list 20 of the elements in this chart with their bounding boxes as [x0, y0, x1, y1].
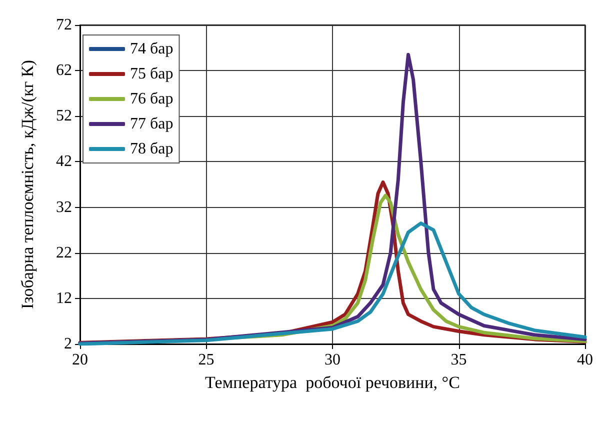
legend-label: 76 бар: [130, 90, 174, 108]
legend-label: 78 бар: [130, 140, 174, 158]
legend-label: 77 бар: [130, 116, 174, 132]
y-tick-label: 72: [56, 16, 72, 34]
x-tick-label: 20: [72, 352, 88, 368]
y-tick-label: 2: [64, 336, 72, 352]
legend-label: 75 бар: [130, 66, 174, 82]
x-axis-title: Температура робочої речовини, °C: [205, 373, 460, 392]
x-tick-label: 30: [324, 352, 340, 368]
y-tick-label: 52: [56, 108, 72, 125]
y-tick-label: 62: [56, 62, 72, 80]
x-tick-label: 35: [450, 352, 467, 368]
x-tick-label: 40: [577, 352, 593, 368]
x-tick-label: 25: [198, 352, 214, 368]
legend-label: 74 бар: [130, 40, 174, 58]
y-tick-label: 12: [56, 290, 72, 307]
y-axis-title: Ізобарна теплоємність, кДж/(кг К): [18, 60, 37, 309]
y-tick-label: 32: [56, 198, 72, 216]
y-tick-label: 42: [56, 153, 72, 170]
y-tick-label: 22: [56, 244, 72, 262]
